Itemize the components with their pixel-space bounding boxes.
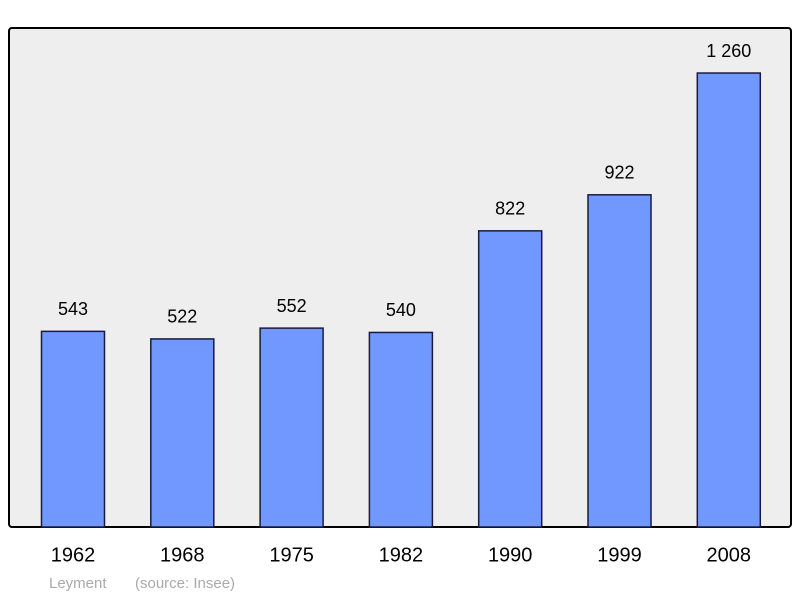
x-tick-label: 1982 [379,544,424,566]
value-label: 522 [167,307,197,327]
bar [696,72,762,528]
x-tick-label: 1999 [597,544,642,566]
bar [259,327,324,528]
value-label: 540 [386,300,416,320]
value-label: 543 [58,299,88,319]
x-tick-label: 1968 [160,544,205,566]
value-label: 1 260 [706,41,751,61]
place-name: Leyment [49,575,107,592]
x-tick-label: 1962 [51,544,96,566]
x-tick-label: 1990 [488,544,533,566]
x-tick-label: 1975 [269,544,314,566]
value-label: 552 [277,296,307,316]
bar [40,330,106,528]
bar [150,338,215,528]
bar [477,230,543,528]
value-label: 822 [495,199,525,219]
x-tick-label: 2008 [707,544,752,566]
value-label: 922 [604,163,634,183]
source-note: (source: Insee) [135,575,235,592]
bar [368,331,434,528]
bar [587,194,652,528]
